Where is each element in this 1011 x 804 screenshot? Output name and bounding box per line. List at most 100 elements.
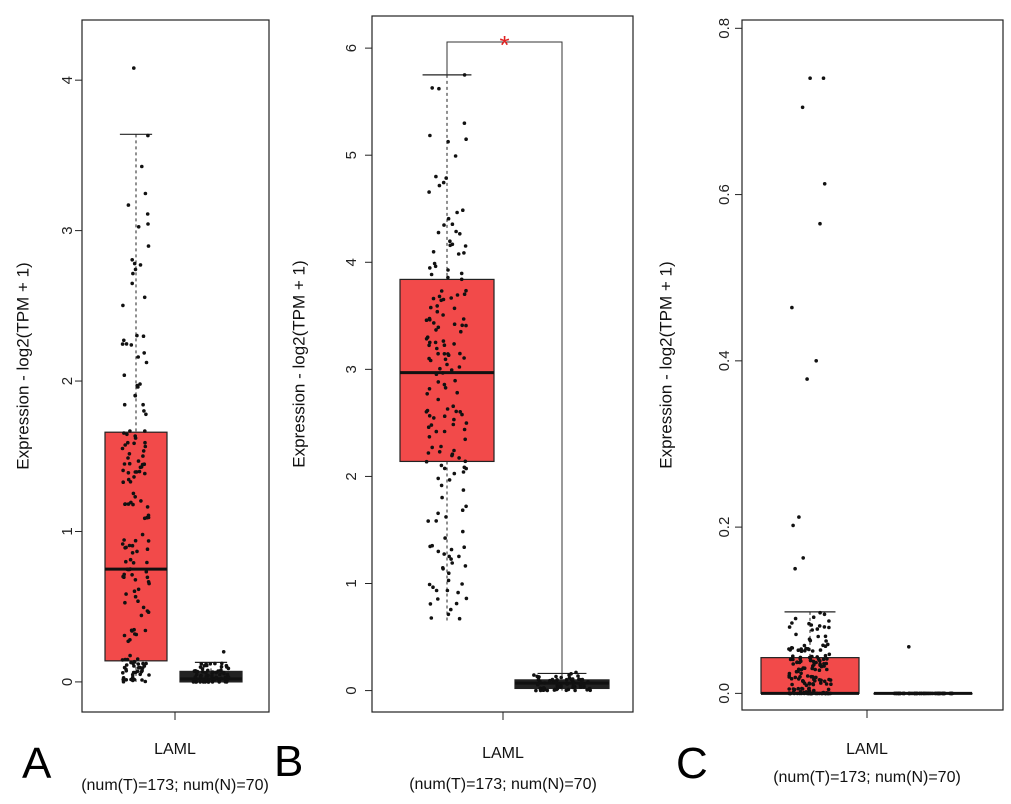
data-point [145,560,149,565]
data-point [795,660,799,664]
data-point [794,632,798,637]
box-t [104,431,168,662]
data-point [226,675,231,679]
data-point [461,208,465,212]
data-point [564,677,569,682]
data-point [133,594,138,599]
data-point [798,690,803,694]
data-point [441,371,445,375]
data-point [135,657,140,661]
data-point [139,613,144,618]
data-point [144,569,149,574]
data-point [538,686,542,691]
data-point [132,659,137,664]
data-point [194,680,199,684]
data-point [452,448,456,453]
plot-frame [741,19,1004,711]
data-point [789,676,794,681]
data-point [140,532,145,537]
data-point [223,675,228,680]
data-point [812,662,816,667]
data-point [436,597,440,601]
data-point [123,502,128,506]
data-point [439,298,444,303]
data-point [805,377,809,381]
data-point [126,639,130,644]
data-point [429,305,433,310]
data-point [798,657,802,661]
data-point [147,673,151,677]
data-point [131,271,135,276]
data-point [819,691,824,696]
data-point [449,296,454,300]
data-point [460,508,465,512]
data-point [801,556,805,560]
data-point [146,244,151,248]
data-point [818,610,822,615]
data-point [923,691,927,696]
data-point [588,688,592,693]
data-point [791,690,796,694]
data-point [135,669,140,674]
data-point [133,538,138,543]
data-point [129,343,134,347]
data-point [436,380,441,384]
data-point [133,495,137,499]
data-point [143,440,147,445]
data-point [449,547,454,552]
data-point [204,674,208,679]
data-point [813,667,817,672]
data-point [829,682,833,686]
data-point [810,666,814,671]
data-point [135,383,139,388]
y-axis-title: Expression - log2(TPM + 1) [656,261,675,468]
data-point [125,432,129,437]
data-point [204,662,208,666]
data-point [828,691,833,696]
data-point [807,686,811,691]
data-point [132,66,136,70]
data-point [827,625,831,630]
data-point [145,212,150,216]
data-point [808,638,813,643]
data-point [446,353,451,358]
data-point [432,416,436,420]
data-point [124,592,128,596]
data-point [818,221,822,226]
y-tick-label: 5 [343,151,360,159]
data-point [826,687,831,692]
panel-b: 0 1 2 3 4 5 6 Expression - log2(TPM + 1) LAML (nu… [274,15,634,793]
data-point [226,666,231,671]
data-point [427,414,432,418]
data-point [464,137,468,141]
data-point [449,557,453,561]
data-point [808,691,813,696]
data-point [456,252,461,256]
data-point [799,671,803,676]
data-point [808,76,812,80]
data-point [437,294,442,299]
data-point [136,599,140,603]
data-point [824,682,829,686]
data-point [807,681,812,686]
data-point [799,649,804,653]
data-point [450,561,455,565]
data-point [462,292,467,297]
x-axis-label: LAML [482,745,524,762]
significance-star: * [499,30,509,60]
data-point [450,453,454,458]
data-point [198,665,203,669]
data-point [141,454,145,458]
data-point [455,210,459,215]
data-point [443,357,448,362]
data-point [123,600,127,605]
data-point [790,621,794,625]
data-point [140,462,145,467]
data-point [927,691,932,696]
data-point [447,478,452,482]
data-point [444,176,449,180]
data-point [452,306,457,311]
data-point [802,681,807,686]
data-point [536,677,541,682]
